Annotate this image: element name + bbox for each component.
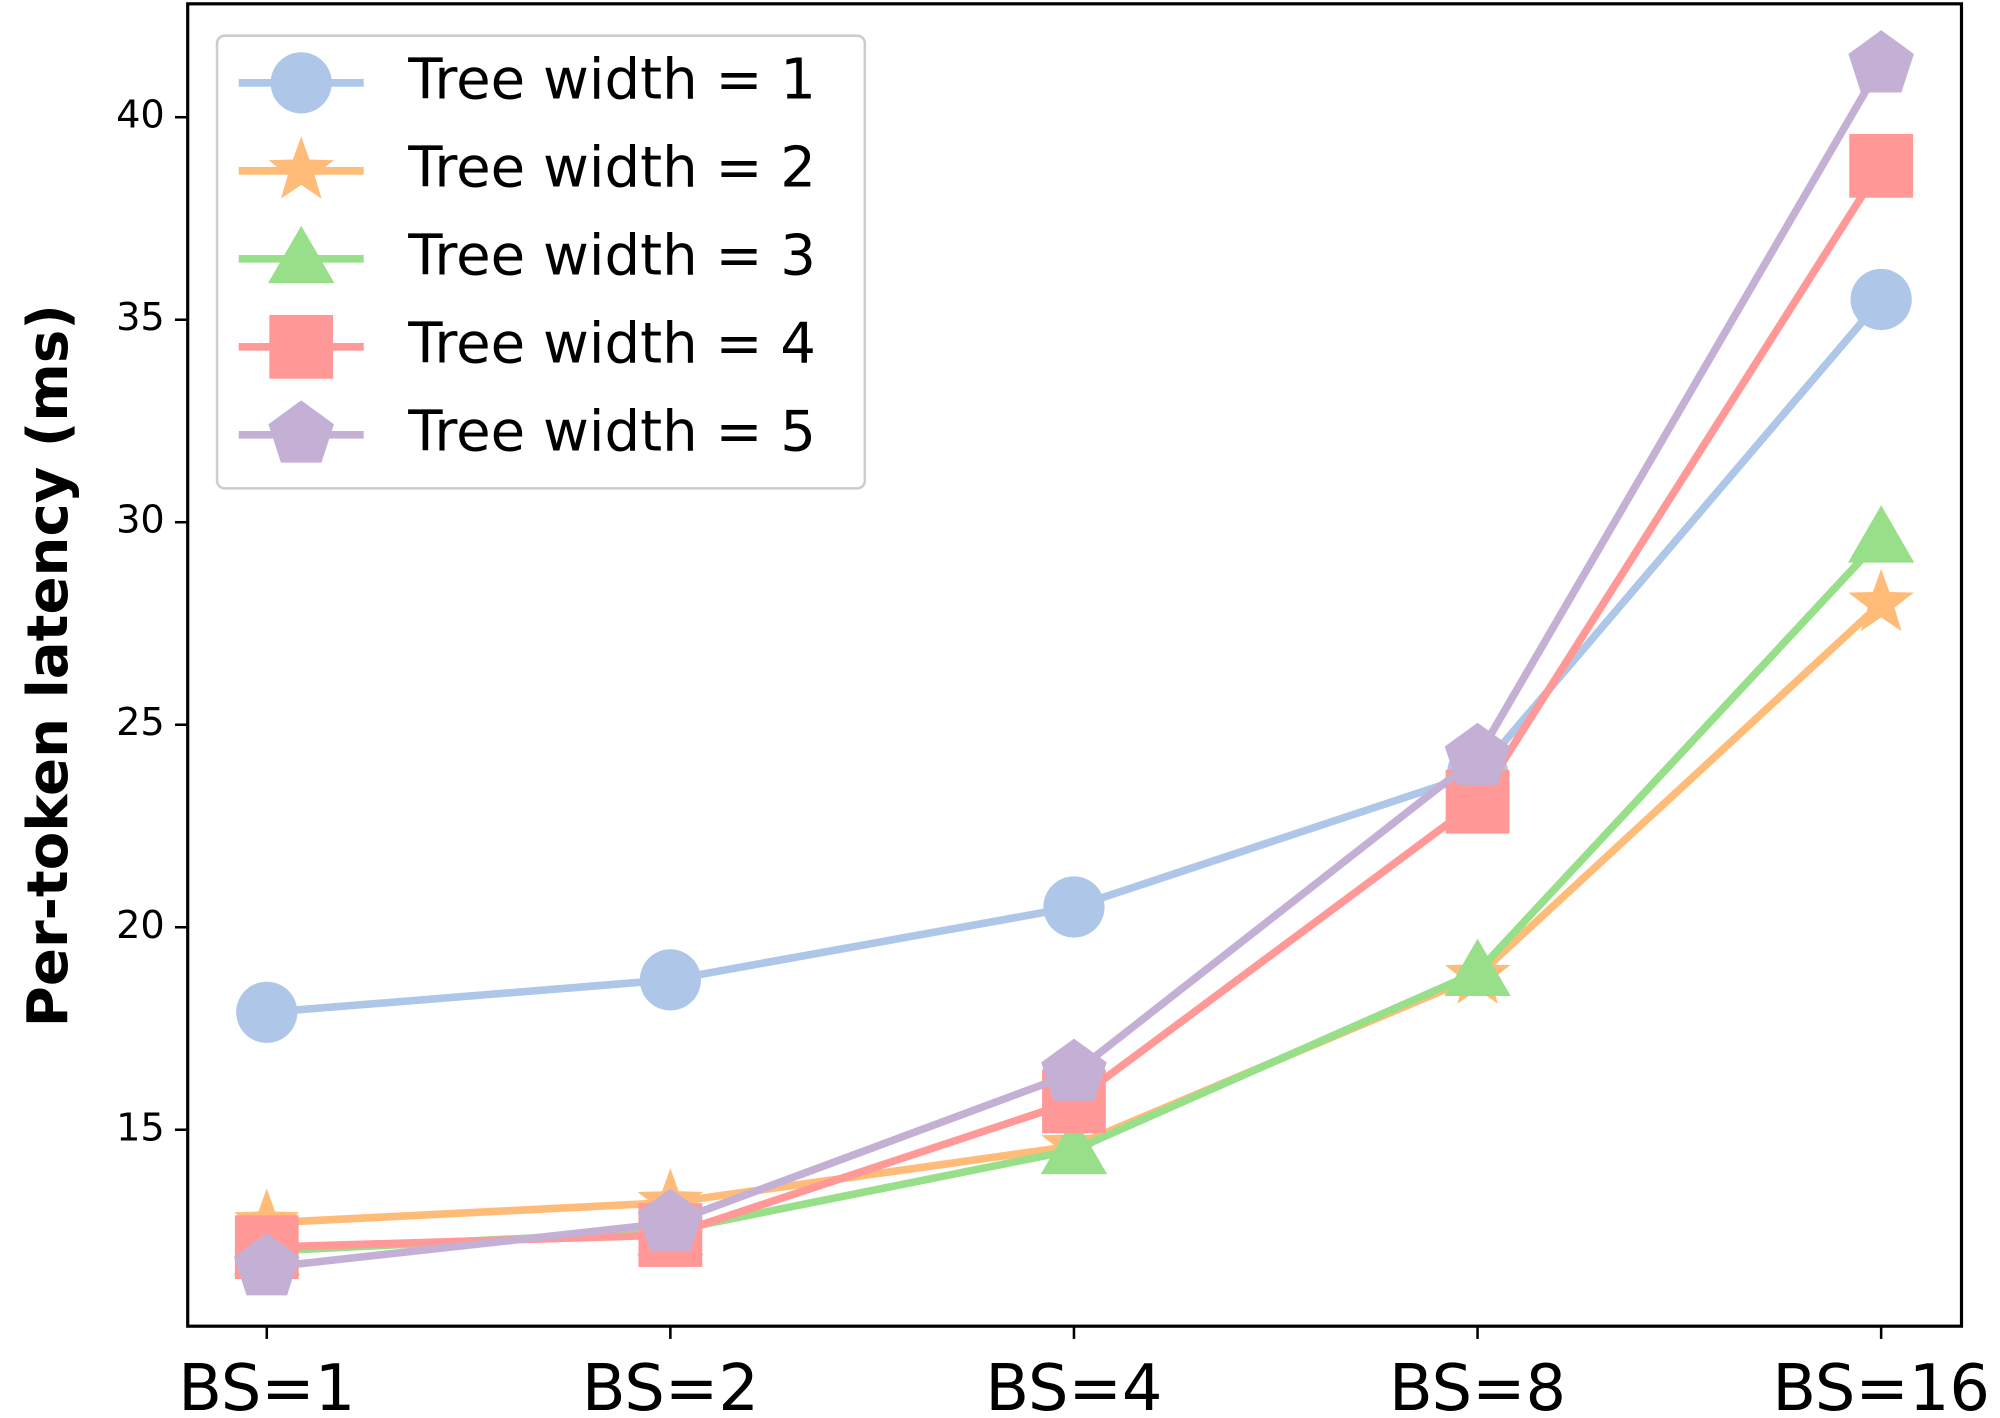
x-tick-label: BS=1: [178, 1352, 355, 1418]
marker: [1850, 268, 1912, 331]
legend: Tree width = 1 Tree width = 2 Tree width =…: [215, 34, 867, 490]
marker: [639, 949, 701, 1011]
y-tick-label: 20: [116, 903, 165, 948]
marker: [1847, 505, 1915, 563]
y-tick-label: 25: [116, 700, 165, 745]
marker: [637, 1188, 704, 1251]
legend-label: Tree width = 2: [407, 135, 816, 200]
marker: [269, 314, 334, 379]
marker: [1041, 1038, 1107, 1101]
y-tick-label: 40: [116, 93, 165, 138]
x-tick-label: BS=16: [1772, 1352, 1990, 1418]
marker: [268, 400, 334, 463]
marker: [1444, 938, 1511, 997]
y-tick-label: 30: [116, 498, 165, 543]
marker: [1848, 30, 1914, 93]
marker: [268, 136, 334, 199]
marker: [270, 52, 332, 114]
y-tick-label: 35: [116, 295, 165, 340]
legend-label: Tree width = 3: [407, 223, 816, 288]
y-tick-label: 15: [116, 1105, 165, 1150]
marker: [1444, 722, 1511, 786]
x-tick-label: BS=8: [1389, 1352, 1566, 1418]
marker: [1849, 133, 1914, 198]
y-axis-label: Per-token latency (ms): [16, 304, 81, 1027]
series: [233, 30, 1914, 1296]
marker: [268, 225, 335, 284]
marker: [233, 1232, 300, 1296]
marker: [1848, 568, 1914, 632]
x-tick-label: BS=2: [582, 1352, 759, 1418]
legend-label: Tree width = 4: [407, 311, 816, 376]
legend-label: Tree width = 1: [407, 47, 816, 112]
marker: [1040, 1116, 1108, 1175]
plot-frame: [186, 2, 1964, 1328]
legend-label: Tree width = 5: [407, 399, 816, 464]
legend-box: [215, 34, 867, 490]
x-tick-label: BS=4: [985, 1352, 1162, 1418]
marker: [1043, 876, 1105, 938]
marker: [236, 981, 298, 1043]
